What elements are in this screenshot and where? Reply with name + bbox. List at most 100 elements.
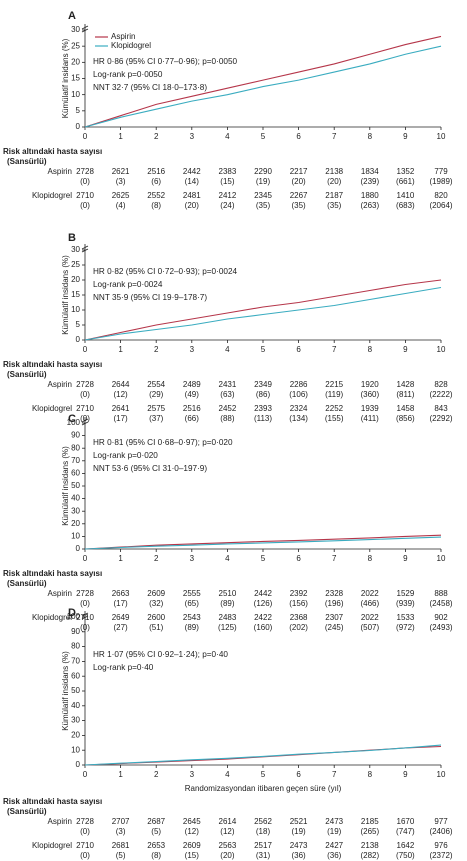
censored-count: (202)	[289, 623, 308, 632]
x-tick-label: 0	[83, 554, 88, 563]
censored-count: (20)	[185, 201, 200, 210]
at-risk-count: 2614	[219, 817, 237, 826]
x-axis-label: Randomizasyondan itibaren geçen süre (yı…	[185, 784, 342, 793]
at-risk-count: 2290	[254, 167, 272, 176]
at-risk-count: 2383	[219, 167, 237, 176]
at-risk-count: 2653	[147, 841, 165, 850]
at-risk-count: 843	[434, 404, 448, 413]
censored-count: (747)	[396, 827, 415, 836]
x-tick-label: 8	[368, 132, 373, 141]
y-tick-label: 30	[71, 716, 80, 725]
y-axis-label: Kümülatif insidans (%)	[61, 651, 70, 731]
x-tick-label: 7	[332, 345, 337, 354]
x-tick-label: 6	[296, 554, 301, 563]
annotation: NNT 53·6 (95% CI 31·0–197·9)	[93, 464, 207, 473]
risk-table-subtitle: (Sansürlü)	[7, 807, 47, 816]
y-tick-label: 30	[71, 25, 80, 34]
x-tick-label: 0	[83, 770, 88, 779]
x-tick-label: 7	[332, 770, 337, 779]
y-tick-label: 0	[76, 760, 81, 769]
at-risk-count: 1939	[361, 404, 379, 413]
x-tick-label: 8	[368, 345, 373, 354]
at-risk-count: 976	[434, 841, 448, 850]
at-risk-count: 2252	[325, 404, 343, 413]
x-tick-label: 2	[154, 345, 159, 354]
x-tick-label: 3	[190, 132, 195, 141]
censored-count: (18)	[256, 827, 271, 836]
x-tick-label: 1	[118, 345, 123, 354]
x-tick-label: 0	[83, 132, 88, 141]
censored-count: (106)	[289, 390, 308, 399]
series-line	[84, 279, 442, 341]
y-tick-label: 50	[71, 481, 80, 490]
censored-count: (0)	[80, 827, 90, 836]
risk-table-title: Risk altındaki hasta sayısı	[3, 147, 102, 156]
y-tick-label: 20	[71, 57, 80, 66]
x-tick-label: 1	[118, 554, 123, 563]
x-tick-label: 7	[332, 132, 337, 141]
censored-count: (27)	[113, 623, 128, 632]
x-tick-label: 4	[225, 770, 230, 779]
at-risk-count: 2185	[361, 817, 379, 826]
censored-count: (2064)	[429, 201, 452, 210]
x-tick-label: 9	[403, 770, 408, 779]
at-risk-count: 2349	[254, 380, 272, 389]
y-tick-label: 5	[76, 106, 81, 115]
censored-count: (811)	[396, 390, 414, 399]
censored-count: (0)	[80, 177, 90, 186]
censored-count: (37)	[149, 414, 164, 423]
x-tick-label: 10	[437, 554, 446, 563]
x-tick-label: 7	[332, 554, 337, 563]
at-risk-count: 2649	[112, 613, 130, 622]
y-tick-label: 10	[71, 745, 80, 754]
x-tick-label: 6	[296, 132, 301, 141]
y-tick-label: 15	[71, 74, 80, 83]
at-risk-count: 2516	[183, 404, 201, 413]
y-tick-label: 0	[76, 335, 81, 344]
at-risk-count: 2442	[183, 167, 201, 176]
y-tick-label: 20	[71, 519, 80, 528]
at-risk-count: 2600	[147, 613, 165, 622]
censored-count: (6)	[151, 177, 161, 186]
at-risk-count: 2555	[183, 589, 201, 598]
axis-break	[81, 245, 89, 250]
censored-count: (134)	[289, 414, 308, 423]
at-risk-count: 2138	[361, 841, 379, 850]
y-tick-label: 100	[67, 418, 81, 427]
at-risk-count: 1428	[397, 380, 415, 389]
annotation: Log-rank p=0·0024	[93, 280, 163, 289]
y-tick-label: 25	[71, 41, 80, 50]
censored-count: (12)	[113, 390, 128, 399]
annotation: Log-rank p=0·0050	[93, 70, 163, 79]
at-risk-count: 2552	[147, 191, 165, 200]
at-risk-count: 820	[434, 191, 448, 200]
censored-count: (2292)	[429, 414, 452, 423]
legend-label: Aspirin	[111, 32, 135, 41]
censored-count: (35)	[256, 201, 271, 210]
at-risk-count: 2022	[361, 613, 379, 622]
censored-count: (683)	[396, 201, 415, 210]
x-tick-label: 9	[403, 345, 408, 354]
risk-row-label: Klopidogrel	[32, 841, 72, 850]
censored-count: (2222)	[429, 390, 452, 399]
panel-letter: B	[68, 232, 76, 244]
censored-count: (0)	[80, 390, 90, 399]
censored-count: (17)	[113, 599, 128, 608]
at-risk-count: 2324	[290, 404, 308, 413]
censored-count: (466)	[360, 599, 379, 608]
at-risk-count: 2442	[254, 589, 272, 598]
panel-letter: D	[68, 607, 76, 619]
censored-count: (12)	[185, 827, 200, 836]
at-risk-count: 2517	[254, 841, 272, 850]
at-risk-count: 1670	[397, 817, 415, 826]
at-risk-count: 828	[434, 380, 448, 389]
censored-count: (15)	[220, 177, 235, 186]
censored-count: (3)	[116, 177, 126, 186]
x-tick-label: 4	[225, 132, 230, 141]
censored-count: (8)	[151, 851, 161, 860]
risk-table-subtitle: (Sansürlü)	[7, 579, 47, 588]
at-risk-count: 2138	[325, 167, 343, 176]
series-line	[84, 286, 442, 341]
censored-count: (263)	[360, 201, 379, 210]
x-tick-label: 5	[261, 770, 266, 779]
